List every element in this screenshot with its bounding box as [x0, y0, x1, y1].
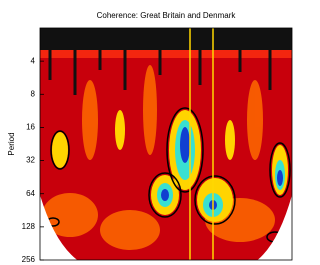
y-tick-label: 4 [31, 56, 36, 65]
y-tick-label: 64 [26, 189, 35, 198]
y-tick-label: 8 [31, 89, 36, 98]
y-axis-label: Period [7, 132, 16, 155]
y-tick-label: 128 [22, 222, 36, 231]
chart: Coherence: Great Britain and Denmark Per… [0, 0, 295, 265]
heatmap [40, 28, 292, 262]
chart-title: Coherence: Great Britain and Denmark [97, 11, 237, 20]
y-tick-label: 256 [22, 255, 36, 264]
y-tick-label: 16 [26, 123, 35, 132]
y-tick-label: 32 [26, 156, 35, 165]
